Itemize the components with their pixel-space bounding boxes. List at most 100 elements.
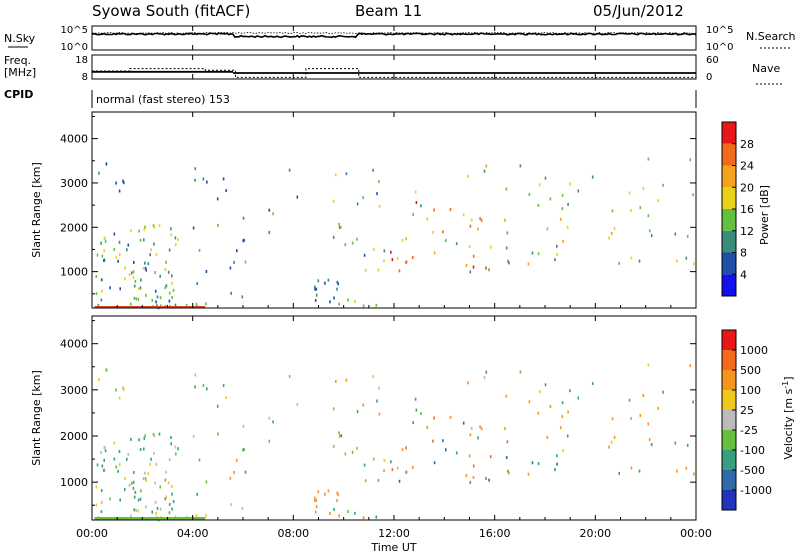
power-cell	[268, 208, 271, 212]
power-cell	[414, 190, 417, 194]
velocity-cell	[159, 485, 161, 489]
nave-label: Nave	[752, 62, 780, 75]
velocity-cell	[337, 493, 339, 497]
power-cell	[608, 236, 610, 240]
velocity-cell	[347, 510, 349, 513]
velocity-cell	[195, 514, 198, 518]
power-cell	[344, 243, 347, 247]
power-cell	[175, 243, 177, 247]
power-cell	[338, 226, 341, 230]
power-cell	[378, 180, 380, 183]
velocity-cell	[544, 383, 547, 387]
velocity-cell	[335, 379, 337, 383]
power-cell	[404, 260, 407, 264]
range-tick-label: 4000	[60, 133, 88, 146]
velocity-cell	[479, 425, 481, 429]
velocity-cell	[149, 462, 151, 466]
velocity-cell	[686, 443, 689, 447]
velocity-cell	[470, 426, 473, 430]
velocity-cell	[100, 451, 102, 454]
velocity-cell	[489, 455, 492, 459]
power-cell	[373, 248, 375, 252]
power-cell	[449, 208, 452, 211]
colorbar-tick-label: 4	[740, 268, 747, 281]
power-cell	[156, 304, 158, 308]
power-cell	[151, 298, 154, 302]
power-cell	[505, 246, 508, 250]
power-cell	[206, 180, 208, 184]
velocity-cell	[133, 471, 135, 474]
colorbar-tick-label: -1000	[740, 484, 772, 497]
velocity-panel: 1000 2000 3000 4000 Slant Range [km] 1000 50…	[30, 315, 795, 522]
power-cell	[340, 225, 343, 229]
power-cell	[317, 279, 320, 283]
nsky-label: N.Sky	[4, 32, 36, 45]
power-cell	[686, 234, 689, 238]
velocity-cell	[329, 512, 331, 515]
power-cell	[445, 239, 447, 243]
power-cell	[610, 231, 613, 235]
velocity-cell	[538, 390, 541, 394]
velocity-cell	[480, 427, 483, 431]
velocity-cell	[164, 478, 167, 482]
power-cell	[577, 189, 580, 193]
velocity-cell	[155, 512, 157, 516]
power-cell	[130, 302, 132, 306]
velocity-cell	[113, 441, 116, 445]
power-cell	[472, 254, 475, 258]
power-cell	[324, 281, 326, 285]
nave-tick-top: 60	[706, 55, 719, 66]
velocity-cell	[556, 454, 558, 458]
power-cell	[472, 265, 475, 269]
velocity-cell	[124, 488, 126, 491]
power-cell	[158, 224, 161, 228]
velocity-cell	[244, 470, 247, 474]
velocity-cell	[401, 448, 404, 452]
time-tick-label: 16:00	[479, 527, 511, 540]
power-cell	[376, 192, 378, 196]
velocity-cell	[101, 464, 104, 468]
power-cell	[138, 229, 140, 233]
nsky-trace	[91, 31, 697, 39]
velocity-cell	[373, 457, 375, 461]
power-cell	[332, 199, 335, 203]
velocity-cell	[383, 459, 386, 462]
power-cell	[117, 259, 119, 263]
velocity-cell	[537, 411, 540, 415]
velocity-cell	[202, 384, 205, 387]
power-cell	[336, 287, 338, 291]
velocity-cell	[344, 452, 347, 456]
colorbar-step	[722, 165, 736, 188]
power-ylabel: Slant Range [km]	[30, 162, 43, 258]
velocity-cell	[126, 457, 128, 461]
velocity-cell	[118, 396, 121, 400]
velocity-cell	[477, 436, 479, 440]
power-cell	[127, 243, 130, 247]
velocity-cell	[508, 471, 510, 475]
power-cell	[132, 270, 135, 274]
velocity-cell	[147, 472, 150, 476]
velocity-cell	[153, 451, 155, 455]
velocity-cell	[315, 505, 318, 509]
power-cell	[113, 248, 116, 251]
power-cell	[337, 282, 339, 286]
power-cell	[531, 251, 534, 255]
power-ground-strip	[94, 306, 206, 308]
velocity-cell	[420, 412, 422, 416]
velocity-cell	[177, 447, 179, 451]
velocity-cell	[332, 407, 335, 411]
power-cell	[537, 203, 540, 207]
range-tick-label: 4000	[60, 338, 88, 351]
power-cell	[630, 209, 632, 213]
power-cell	[638, 259, 641, 263]
power-cell	[618, 261, 620, 265]
power-cell	[544, 176, 547, 180]
power-cell	[398, 269, 401, 273]
velocity-cell	[130, 437, 132, 441]
power-cell	[155, 253, 158, 257]
velocity-cell	[155, 462, 158, 466]
power-cell	[559, 217, 562, 221]
velocity-cell	[559, 426, 562, 430]
velocity-cell	[138, 438, 140, 442]
velocity-cell	[206, 387, 208, 391]
